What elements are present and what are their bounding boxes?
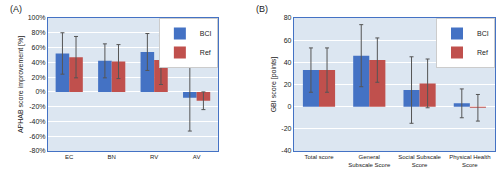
svg-text:-60%: -60% (29, 133, 45, 140)
svg-text:20: 20 (284, 81, 292, 88)
svg-text:-20%: -20% (29, 103, 45, 110)
svg-text:GBI score [points]: GBI score [points] (270, 57, 278, 113)
svg-text:80: 80 (284, 14, 292, 21)
svg-text:60%: 60% (32, 44, 46, 51)
svg-text:GeneralSubscale Score: GeneralSubscale Score (348, 154, 391, 168)
svg-text:AV: AV (193, 154, 201, 160)
svg-text:(B): (B) (256, 4, 268, 14)
svg-text:EC: EC (65, 154, 74, 160)
svg-text:40: 40 (284, 59, 292, 66)
svg-text:RV: RV (150, 154, 158, 160)
svg-text:BN: BN (108, 154, 116, 160)
svg-text:20%: 20% (32, 74, 46, 81)
svg-text:-80%: -80% (29, 147, 45, 154)
svg-text:APHAB score improvement [%]: APHAB score improvement [%] (17, 36, 25, 133)
svg-text:-20: -20 (281, 125, 291, 132)
svg-text:Total score: Total score (304, 154, 334, 160)
svg-text:-40: -40 (281, 147, 291, 154)
svg-text:0%: 0% (35, 88, 45, 95)
svg-text:-40%: -40% (29, 118, 45, 125)
svg-text:Ref: Ref (200, 49, 211, 56)
svg-text:80%: 80% (32, 29, 46, 36)
svg-text:60: 60 (284, 37, 292, 44)
svg-text:Ref: Ref (477, 49, 488, 56)
svg-text:BCI: BCI (477, 30, 489, 37)
svg-text:100%: 100% (28, 14, 46, 21)
svg-text:0: 0 (288, 103, 292, 110)
svg-text:(A): (A) (10, 4, 22, 14)
svg-text:Social SubscaleScore: Social SubscaleScore (398, 154, 441, 168)
svg-text:BCI: BCI (200, 30, 212, 37)
svg-text:Physical HealthScore: Physical HealthScore (449, 154, 490, 168)
svg-text:40%: 40% (32, 59, 46, 66)
